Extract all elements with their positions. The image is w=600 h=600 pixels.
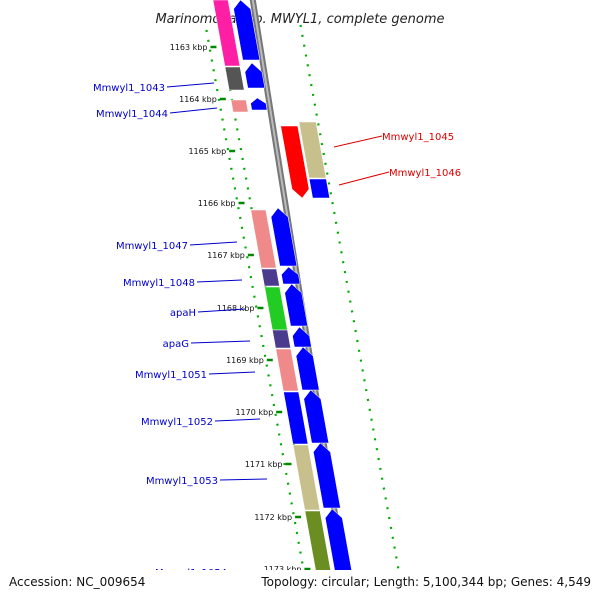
- gene-label: apaH: [170, 308, 196, 319]
- gene-label: Mmwyl1_1045: [382, 132, 454, 143]
- gene-arrow-1047: [270, 207, 298, 267]
- kbp-tick-label: 1167 kbp: [207, 251, 245, 260]
- cog-block-1044: [230, 99, 249, 113]
- kbp-tick-label: 1164 kbp: [179, 95, 217, 104]
- gene-arrow-1053: [313, 442, 341, 509]
- cog-block-1051: [275, 348, 299, 392]
- gene-label: Mmwyl1_1053: [146, 476, 218, 487]
- gene-label-leader: [190, 340, 251, 344]
- cog-block-1043: [224, 66, 245, 91]
- dot-tracks: [205, 24, 400, 600]
- gene-arrow-apaH: [284, 283, 308, 327]
- gene-label-leader: [214, 418, 261, 422]
- gene-label: Mmwyl1_1051: [135, 370, 207, 381]
- gene-labels: Mmwyl1_1043 Mmwyl1_1044 Mmwyl1_1045 Mmwyl1_…: [93, 82, 461, 579]
- kbp-tick-label: 1168 kbp: [217, 304, 255, 313]
- cog-block-apaH: [264, 286, 288, 331]
- gene-arrow-1043: [244, 62, 266, 89]
- gene-label-leader: [338, 171, 390, 186]
- gene-label-leader: [196, 279, 243, 283]
- gene-arrow-1051: [295, 346, 320, 391]
- kbp-tick-label: 1169 kbp: [226, 356, 264, 365]
- gene-label-leader: [169, 107, 218, 114]
- gene-label-leader: [219, 478, 268, 481]
- cog-block-apaG: [272, 329, 291, 349]
- gene-block-1046: [308, 178, 330, 199]
- gene-label-leader: [208, 371, 256, 375]
- gene-label: Mmwyl1_1047: [116, 241, 188, 252]
- gene-label: Mmwyl1_1046: [389, 168, 461, 179]
- gene-arrow-1044: [250, 97, 268, 111]
- map-title: Marinomonas sp. MWYL1, complete genome: [155, 12, 444, 27]
- gene-label: apaG: [163, 339, 189, 350]
- gene-label-leader: [197, 308, 246, 313]
- gene-label-leader: [166, 82, 215, 88]
- kbp-tick-label: 1170 kbp: [235, 408, 273, 417]
- gene-label: Mmwyl1_1044: [96, 109, 168, 120]
- cog-block-1045: [280, 125, 310, 199]
- gene-arrow-1052: [303, 389, 330, 444]
- gene-label-leader: [333, 135, 383, 148]
- cog-block-magenta: [212, 0, 241, 67]
- gene-label-leader: [189, 241, 238, 246]
- cog-block-1048: [261, 268, 280, 287]
- accession-text: Accession: NC_009654: [9, 575, 145, 589]
- cog-block-1047: [250, 209, 277, 269]
- cog-block-1053: [292, 444, 321, 511]
- kbp-scale: 1163 kbp 1164 kbp 1165 kbp 1166 kbp 1167 kbp…: [170, 43, 311, 574]
- footer-background: [0, 570, 600, 600]
- kbp-tick-label: 1173 kbp: [264, 565, 302, 574]
- cog-block-1052: [283, 391, 309, 445]
- gene-label: Mmwyl1_1052: [141, 417, 213, 428]
- gene-label: Mmwyl1_1043: [93, 83, 165, 94]
- kbp-tick-label: 1165 kbp: [188, 147, 226, 156]
- gene-arrow-top: [233, 0, 261, 61]
- gene-label: Mmwyl1_1048: [123, 278, 195, 289]
- kbp-tick-label: 1171 kbp: [245, 460, 283, 469]
- kbp-tick-label: 1166 kbp: [198, 199, 236, 208]
- topology-text: Topology: circular; Length: 5,100,344 bp…: [260, 575, 591, 589]
- kbp-tick-label: 1172 kbp: [254, 513, 292, 522]
- kbp-tick-label: 1163 kbp: [170, 43, 208, 52]
- outer-dotted-track: [299, 24, 400, 571]
- tan-block-1045: [298, 121, 327, 179]
